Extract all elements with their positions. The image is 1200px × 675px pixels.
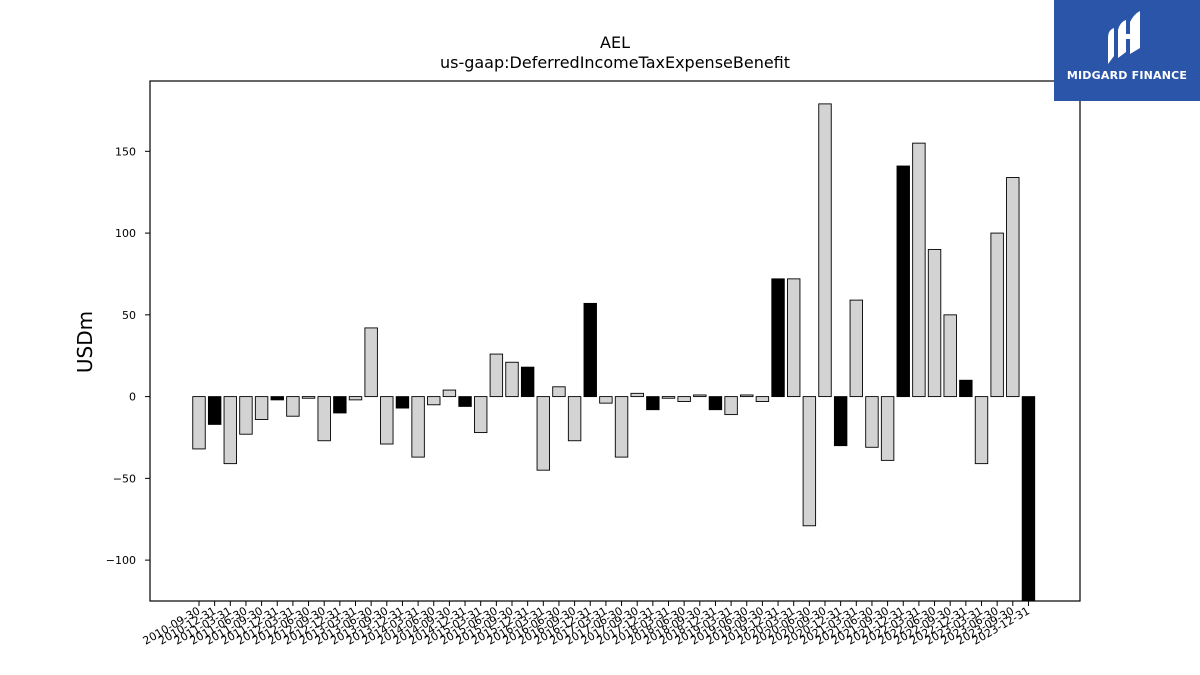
bar [802,396,817,527]
bar [818,103,832,398]
bar [693,394,707,398]
bar [333,396,347,414]
bar [849,299,863,398]
chart-title: AEL [600,33,630,52]
logo-mark-icon [1108,11,1140,64]
bar [286,396,300,417]
bar [489,353,504,398]
bar [458,396,472,407]
y-axis-label: USDm [73,311,97,373]
bar [192,396,206,450]
bar [395,396,410,409]
y-axis: −100 −50 0 50 100 150 [106,145,150,567]
bar [223,396,238,465]
bar [614,396,629,458]
bar [270,396,284,401]
bar [552,386,566,398]
plot-frame [149,80,1081,602]
x-axis: 2010-09-302010-12-312011-03-312011-06-30… [141,601,1032,648]
y-tick-label: 150 [115,145,136,158]
bar [927,248,942,398]
bar [207,396,222,425]
bar [505,361,519,398]
logo-text: MIDGARD FINANCE [1066,69,1188,82]
y-tick-label: 100 [115,227,136,240]
bar [880,396,895,461]
bar [364,327,378,398]
bar [520,366,535,398]
y-tick-label: 50 [122,309,136,322]
bar [661,396,676,399]
bar [301,396,316,399]
bar [959,379,973,398]
bar [912,142,926,398]
bar [1006,177,1020,398]
bar [474,396,488,434]
bar [865,396,879,448]
bar [708,396,723,411]
bar [239,396,253,435]
bar [1021,396,1036,602]
midgard-finance-logo: MIDGARD FINANCE [1054,0,1200,101]
bar [348,396,363,401]
bar [411,396,425,458]
bar [567,396,582,442]
bar [740,394,754,398]
bar [646,396,660,411]
bar [677,396,691,402]
bar [896,165,910,398]
chart-subtitle: us-gaap:DeferredIncomeTaxExpenseBenefit [440,53,790,72]
bar [599,396,613,404]
bar [380,396,394,445]
bar [630,392,644,398]
bar [583,302,597,398]
bar [317,396,331,442]
bar [990,232,1004,398]
y-tick-label: −50 [113,472,136,485]
bar [771,278,785,398]
bar [943,314,957,398]
y-tick-label: −100 [106,554,136,567]
bar [833,396,848,447]
y-tick-label: 0 [129,391,136,404]
bar [974,396,989,465]
bar [254,396,269,420]
bar [787,278,801,398]
bars-group [192,103,1036,602]
bar [755,396,770,402]
bar [536,396,550,471]
bar [442,389,457,398]
bar [724,396,738,416]
bar [427,396,441,406]
